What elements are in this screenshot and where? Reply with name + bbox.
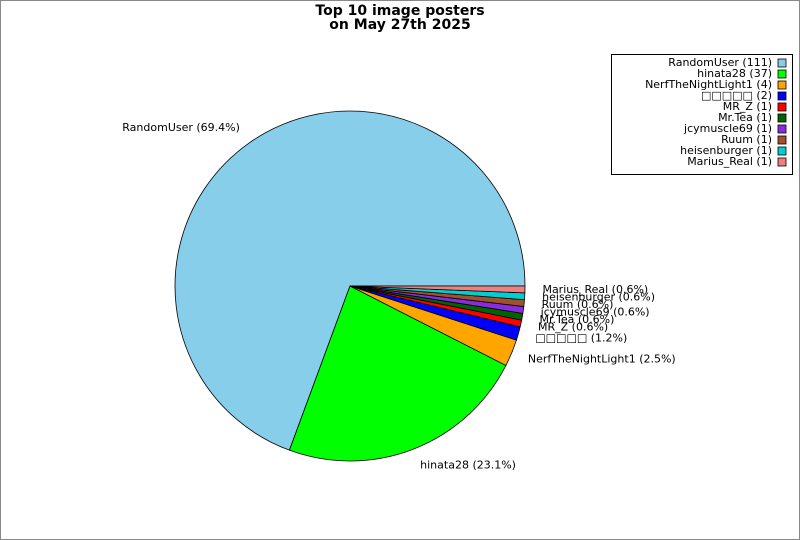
legend-swatch <box>777 157 787 167</box>
legend-label: jcymuscle69 (1) <box>683 122 772 135</box>
legend-label: hinata28 (37) <box>697 67 772 80</box>
slice-label: heisenburger (0.6%) <box>542 290 655 303</box>
chart-title: Top 10 image posters <box>315 3 484 19</box>
slice-label: NerfTheNightLight1 (2.5%) <box>528 353 676 366</box>
slice-label: hinata28 (23.1%) <box>420 458 516 471</box>
legend-box <box>611 54 793 175</box>
legend-swatch <box>777 91 787 101</box>
legend-swatch <box>777 69 787 79</box>
legend-label: heisenburger (1) <box>680 144 772 157</box>
legend-swatch <box>777 135 787 145</box>
slice-label: □□□□□ (1.2%) <box>535 331 627 344</box>
slice-label: Marius_Real (0.6%) <box>542 283 648 296</box>
legend-label: Marius_Real (1) <box>687 155 772 168</box>
pie-slice <box>288 285 507 462</box>
slice-label: Mr.Tea (0.6%) <box>540 313 615 326</box>
legend-swatch <box>777 102 787 112</box>
slice-label: RandomUser (69.4%) <box>122 121 240 134</box>
legend-swatch <box>777 58 787 68</box>
pie-slice <box>349 285 526 294</box>
legend-label: □□□□□ (2) <box>701 89 772 102</box>
chart-title: on May 27th 2025 <box>329 17 470 33</box>
slice-label: jcymuscle69 (0.6%) <box>540 305 650 318</box>
legend-swatch <box>777 80 787 90</box>
legend-label: Ruum (1) <box>721 133 772 146</box>
legend-label: Mr.Tea (1) <box>718 111 772 124</box>
slice-label: MR_Z (0.6%) <box>538 320 608 333</box>
legend-swatch <box>777 113 787 123</box>
legend-label: MR_Z (1) <box>723 100 772 113</box>
slice-label: Ruum (0.6%) <box>542 298 614 311</box>
pie-slice <box>174 110 526 451</box>
legend-label: RandomUser (111) <box>668 56 772 69</box>
legend-swatch <box>777 146 787 156</box>
legend-label: NerfTheNightLight1 (4) <box>645 78 772 91</box>
legend-swatch <box>777 124 787 134</box>
